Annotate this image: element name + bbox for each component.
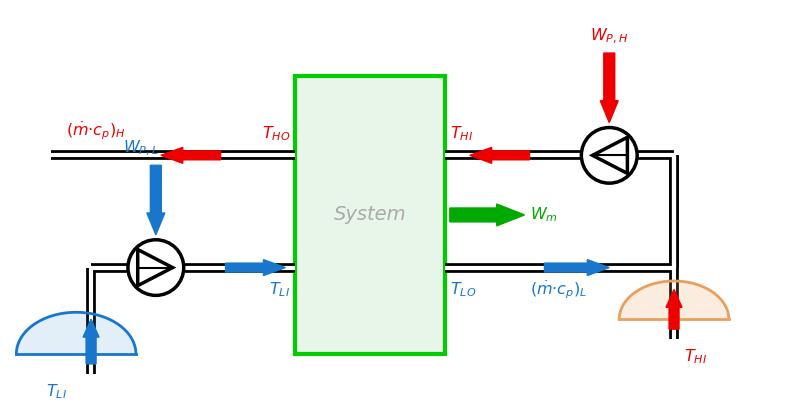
FancyArrow shape	[147, 165, 165, 235]
Text: $W_{P,H}$: $W_{P,H}$	[590, 27, 628, 46]
Bar	[295, 76, 445, 354]
Text: System: System	[333, 206, 407, 224]
FancyArrow shape	[600, 53, 619, 122]
FancyArrow shape	[450, 204, 525, 226]
FancyArrow shape	[225, 260, 285, 275]
FancyArrow shape	[83, 319, 99, 364]
Text: $W_m$: $W_m$	[530, 206, 557, 224]
FancyArrow shape	[666, 289, 682, 329]
Text: $T_{LI}$: $T_{LI}$	[46, 382, 67, 400]
Circle shape	[581, 127, 637, 183]
Text: $W_{P,L}$: $W_{P,L}$	[123, 139, 159, 158]
Text: $T_{LI}$: $T_{LI}$	[269, 280, 291, 299]
Text: $T_{HI}$: $T_{HI}$	[450, 124, 473, 143]
Text: $(\dot{m}{\cdot}c_p)_L$: $(\dot{m}{\cdot}c_p)_L$	[530, 278, 587, 301]
FancyArrow shape	[545, 260, 609, 275]
Text: $T_{HI}$: $T_{HI}$	[684, 347, 707, 366]
Text: $T_{LO}$: $T_{LO}$	[450, 280, 476, 299]
Circle shape	[128, 240, 183, 296]
Text: $T_{HO}$: $T_{HO}$	[262, 124, 291, 143]
FancyArrow shape	[470, 148, 530, 163]
FancyArrow shape	[161, 148, 221, 163]
Text: $(\dot{m}{\cdot}c_p)_H$: $(\dot{m}{\cdot}c_p)_H$	[66, 119, 126, 142]
